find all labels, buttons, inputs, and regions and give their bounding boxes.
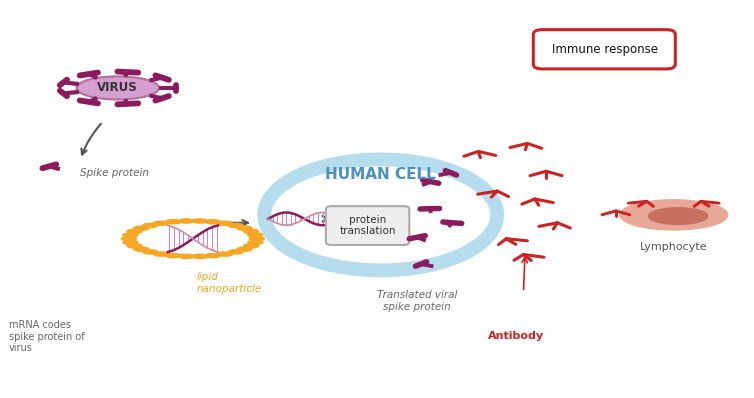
Ellipse shape [123,240,138,244]
Ellipse shape [127,229,142,234]
Text: lipid
nanoparticle: lipid nanoparticle [197,272,262,294]
Ellipse shape [237,226,252,230]
Ellipse shape [228,223,243,228]
Ellipse shape [217,221,232,225]
Text: HUMAN CELL: HUMAN CELL [326,168,436,182]
Ellipse shape [123,233,138,237]
Text: Translated viral
spike protein: Translated viral spike protein [377,290,457,312]
Ellipse shape [205,254,220,258]
Ellipse shape [76,76,159,100]
Ellipse shape [205,220,220,224]
Ellipse shape [166,220,181,224]
Ellipse shape [244,244,259,248]
Ellipse shape [179,219,194,223]
Text: Immune response: Immune response [552,43,657,56]
Ellipse shape [228,250,243,254]
Ellipse shape [143,223,158,228]
Ellipse shape [121,236,136,241]
Ellipse shape [133,247,149,251]
Ellipse shape [143,250,158,254]
Ellipse shape [192,254,207,258]
FancyBboxPatch shape [326,206,409,245]
Text: VIRUS: VIRUS [97,82,138,94]
Text: Lymphocyte: Lymphocyte [640,242,707,252]
Text: Antibody: Antibody [488,331,544,341]
Text: Spike protein: Spike protein [80,168,149,178]
Ellipse shape [127,244,142,248]
Ellipse shape [244,229,259,234]
Ellipse shape [250,236,265,241]
Ellipse shape [166,254,181,258]
Ellipse shape [133,226,149,230]
Ellipse shape [620,200,728,230]
Text: mRNA codes
spike protein of
virus: mRNA codes spike protein of virus [9,320,84,353]
Ellipse shape [648,208,708,224]
Ellipse shape [154,252,168,256]
FancyBboxPatch shape [533,29,676,69]
Ellipse shape [154,221,168,225]
Ellipse shape [248,240,263,244]
Text: protein
translation: protein translation [339,215,396,236]
Ellipse shape [248,233,263,237]
Ellipse shape [192,219,207,223]
Ellipse shape [217,252,232,256]
Ellipse shape [237,247,252,251]
Ellipse shape [179,254,194,258]
